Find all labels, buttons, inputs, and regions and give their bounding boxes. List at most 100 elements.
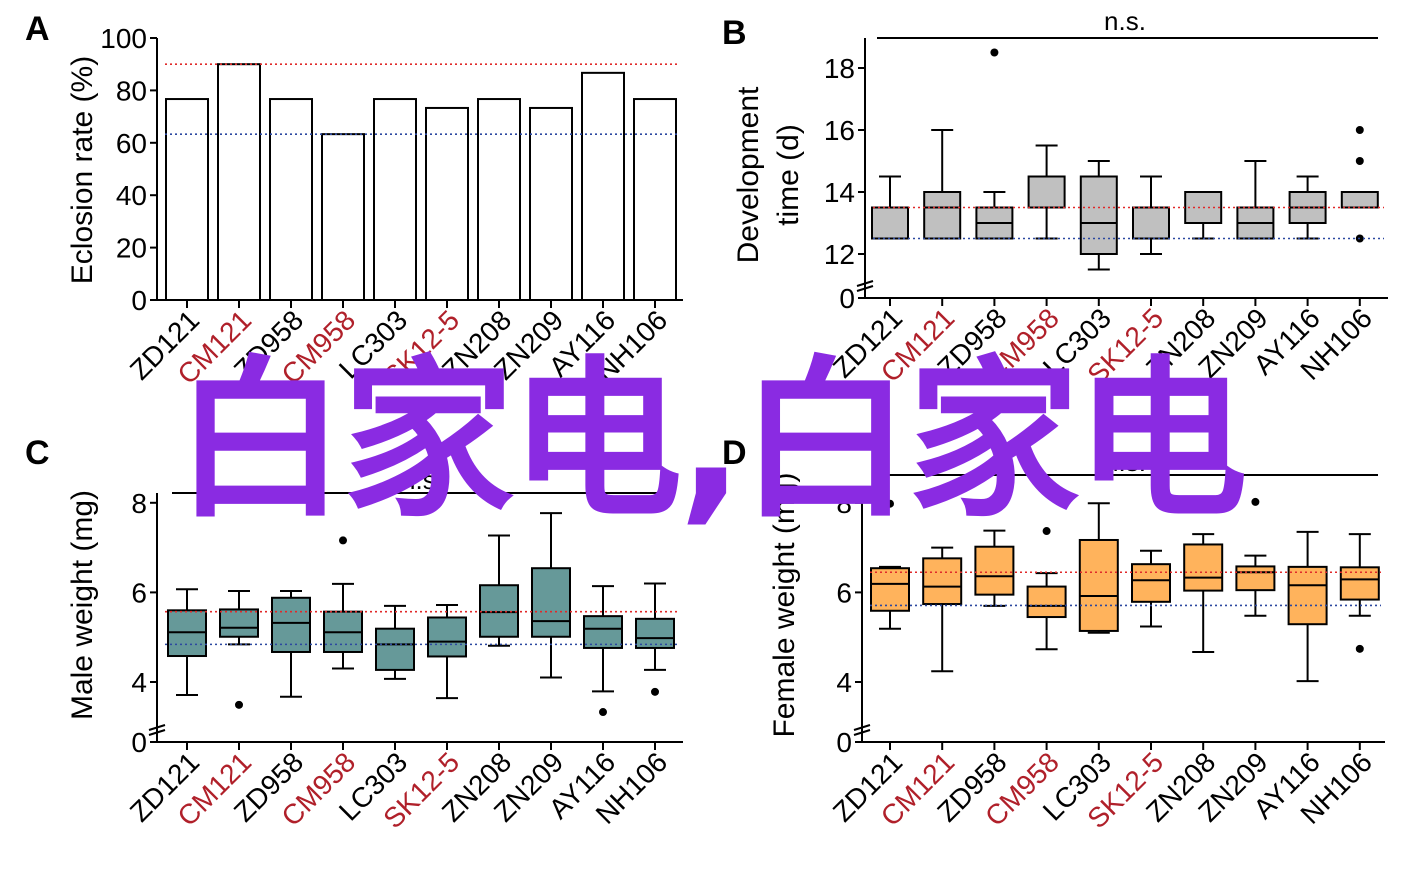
bar-cm121 xyxy=(217,63,261,301)
outlier-point xyxy=(339,536,347,545)
y-tick-label: 8 xyxy=(131,488,147,519)
significance-label: n.s. xyxy=(1104,447,1146,477)
box-zn209 xyxy=(531,512,571,679)
box-nh106 xyxy=(1339,533,1380,653)
axis-break-mark xyxy=(853,724,871,736)
panel-label: D xyxy=(722,434,747,472)
box-zd958 xyxy=(975,48,1014,240)
box-iqr xyxy=(1183,543,1224,592)
box-sk12-5 xyxy=(427,603,467,700)
bar-zn209 xyxy=(529,106,573,302)
box-iqr xyxy=(923,191,962,240)
y-tick-label: 8 xyxy=(836,488,852,519)
box-iqr xyxy=(635,617,675,649)
box-iqr xyxy=(1132,206,1170,240)
y-tick-label: 12 xyxy=(824,239,855,270)
box-sk12-5 xyxy=(1131,549,1171,628)
box-iqr xyxy=(583,615,623,649)
box-iqr xyxy=(1340,191,1379,209)
box-iqr xyxy=(271,596,311,653)
y-tick-label: 40 xyxy=(116,180,147,211)
y-tick-label: 4 xyxy=(836,667,852,698)
box-zd958 xyxy=(974,529,1015,607)
y-tick-label: 18 xyxy=(824,53,855,84)
box-iqr xyxy=(375,627,415,671)
bar-ay116 xyxy=(581,71,625,302)
panel-label: B xyxy=(722,14,747,52)
axis-break-mark xyxy=(148,724,166,736)
box-cm121 xyxy=(923,129,962,240)
box-zd121 xyxy=(870,499,910,630)
bar-sk12-5 xyxy=(425,106,469,302)
box-lc303 xyxy=(1078,502,1119,634)
box-iqr xyxy=(871,206,909,240)
box-cm958 xyxy=(323,536,363,670)
box-nh106 xyxy=(635,582,675,696)
box-zn209 xyxy=(1235,497,1276,617)
bar-lc303 xyxy=(373,98,417,301)
bar-zn208 xyxy=(477,98,521,301)
box-cm121 xyxy=(922,546,963,673)
bar-zd121 xyxy=(165,98,209,301)
outlier-point xyxy=(990,48,999,57)
bar-zd958 xyxy=(269,98,313,301)
outlier-point xyxy=(235,700,243,709)
box-iqr xyxy=(219,608,259,638)
y-axis-label: Male weight (mg) xyxy=(66,490,99,720)
bar-nh106 xyxy=(633,98,677,301)
outlier-point xyxy=(1355,126,1364,134)
axis-break-mark xyxy=(856,280,874,292)
y-tick-label: 100 xyxy=(100,23,147,54)
y-tick-label: 16 xyxy=(824,115,855,146)
box-zd121 xyxy=(871,175,909,240)
box-iqr xyxy=(1079,175,1118,255)
significance-label: n.s. xyxy=(401,465,443,495)
outlier-point xyxy=(651,687,659,696)
significance-label: n.s. xyxy=(1104,6,1146,36)
box-iqr xyxy=(870,567,910,612)
y-tick-label: 0 xyxy=(131,285,147,316)
panel-label: C xyxy=(25,434,50,472)
box-cm958 xyxy=(1026,527,1067,651)
box-iqr xyxy=(1026,585,1067,619)
y-tick-label: 60 xyxy=(116,128,147,159)
bar-cm958 xyxy=(321,133,365,301)
outlier-point xyxy=(1042,527,1051,536)
y-tick-label: 80 xyxy=(116,75,147,106)
y-tick-label: 4 xyxy=(131,667,147,698)
box-lc303 xyxy=(1079,160,1118,271)
box-nh106 xyxy=(1340,126,1379,243)
box-iqr xyxy=(1027,175,1066,209)
y-axis-label: Female weight (mg) xyxy=(768,472,801,737)
outlier-point xyxy=(1251,497,1260,506)
box-zn208 xyxy=(1183,533,1224,653)
box-iqr xyxy=(1235,565,1276,592)
outlier-point xyxy=(886,499,894,508)
y-tick-label: 0 xyxy=(836,727,852,758)
box-iqr xyxy=(974,545,1015,596)
y-tick-label: 14 xyxy=(824,177,855,208)
box-iqr xyxy=(1339,566,1380,601)
y-axis-label: time (d) xyxy=(772,124,805,226)
panel-label: A xyxy=(25,10,50,48)
y-tick-label: 6 xyxy=(131,577,147,608)
box-iqr xyxy=(1131,563,1171,603)
box-ay116 xyxy=(583,585,623,717)
outlier-point xyxy=(599,708,607,717)
box-zn208 xyxy=(1184,191,1223,240)
box-iqr xyxy=(922,557,963,606)
box-iqr xyxy=(1287,565,1328,626)
y-tick-label: 20 xyxy=(116,233,147,264)
y-axis-label: Eclosion rate (%) xyxy=(66,56,99,284)
box-cm958 xyxy=(1027,144,1066,240)
y-tick-label: 0 xyxy=(131,727,147,758)
box-zd121 xyxy=(167,588,207,696)
box-zn208 xyxy=(479,534,519,647)
box-cm121 xyxy=(219,590,259,709)
box-sk12-5 xyxy=(1132,175,1170,255)
box-iqr xyxy=(427,616,467,658)
